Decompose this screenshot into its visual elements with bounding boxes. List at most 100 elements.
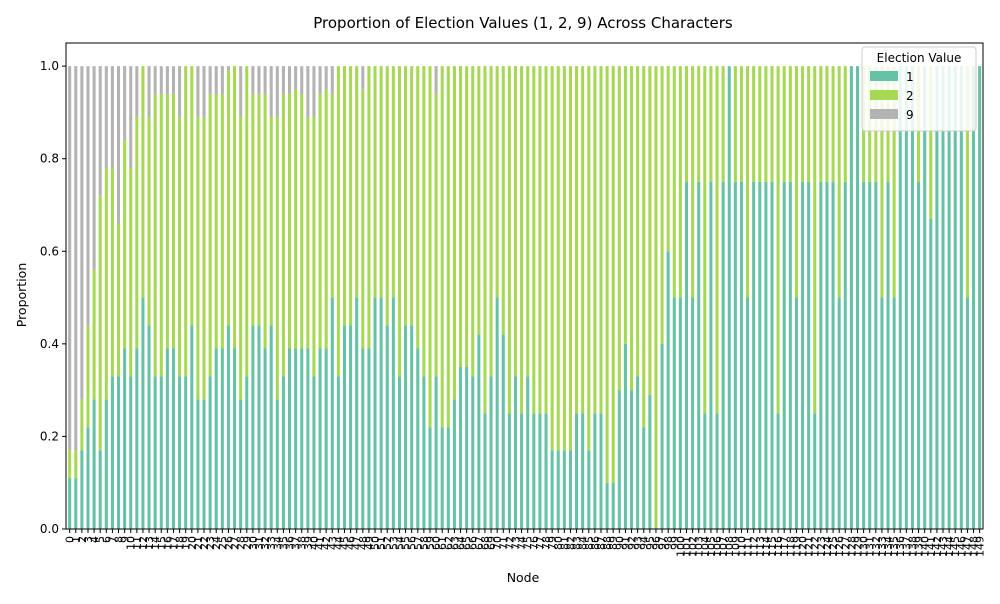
bar-node-41-value-9 — [318, 66, 322, 94]
bar-node-7-value-2 — [110, 167, 114, 377]
bar-node-58-value-2 — [422, 66, 426, 377]
bar-node-137-value-1 — [904, 66, 908, 530]
x-tick-label: 102 — [687, 536, 700, 557]
bar-node-15-value-9 — [159, 66, 163, 94]
bar-node-132-value-1 — [874, 181, 878, 529]
bar-node-26-value-9 — [226, 66, 230, 71]
bar-node-106-value-1 — [715, 413, 719, 529]
bar-node-112-value-2 — [752, 66, 756, 182]
bar-node-71-value-1 — [501, 334, 505, 529]
x-tick-label: 81 — [558, 536, 571, 550]
chart-title: Proportion of Election Values (1, 2, 9) … — [313, 14, 733, 32]
bar-node-3-value-1 — [86, 427, 90, 529]
x-tick-label: 7 — [106, 536, 119, 543]
x-tick-label: 88 — [601, 536, 614, 550]
x-tick-label: 62 — [442, 536, 455, 550]
x-tick-label: 45 — [338, 536, 351, 550]
bar-node-6-value-1 — [104, 399, 108, 529]
bar-node-127-value-1 — [843, 181, 847, 529]
bar-node-49-value-1 — [367, 348, 371, 529]
x-tick-label: 13 — [143, 536, 156, 550]
bar-node-90-value-2 — [617, 66, 621, 391]
bar-node-13-value-2 — [147, 117, 151, 326]
x-tick-label: 11 — [131, 536, 144, 550]
bar-node-112-value-1 — [752, 181, 756, 529]
bar-node-122-value-2 — [813, 66, 817, 414]
bar-node-113-value-2 — [758, 66, 762, 182]
bar-node-125-value-2 — [831, 66, 835, 182]
bar-node-103-value-2 — [697, 66, 701, 182]
bar-node-18-value-2 — [178, 117, 182, 377]
x-tick-label: 83 — [571, 536, 584, 550]
x-tick-label: 3 — [82, 536, 95, 543]
bar-node-75-value-2 — [526, 66, 530, 377]
bar-node-43-value-9 — [330, 66, 334, 94]
bar-node-88-value-2 — [605, 66, 609, 483]
x-tick-label: 43 — [326, 536, 339, 550]
x-tick-label: 115 — [766, 536, 779, 557]
x-tick-label: 143 — [937, 536, 950, 557]
bar-node-0-value-1 — [68, 478, 72, 529]
bar-node-57-value-2 — [416, 66, 420, 349]
x-tick-label: 0 — [64, 536, 77, 543]
bar-node-36-value-1 — [287, 348, 292, 529]
x-tick-label: 58 — [418, 536, 431, 550]
x-tick-label: 61 — [436, 536, 449, 550]
y-axis: 0.0 0.2 0.4 0.6 0.8 1.0 — [40, 59, 66, 536]
x-tick-label: 12 — [137, 536, 150, 550]
x-tick-label: 29 — [241, 536, 254, 550]
bar-node-29-value-1 — [245, 376, 249, 529]
x-tick-label: 120 — [797, 536, 810, 557]
bar-node-92-value-2 — [630, 66, 634, 391]
bar-node-1-value-9 — [74, 66, 78, 451]
bar-node-111-value-2 — [746, 66, 750, 298]
bar-node-101-value-2 — [684, 66, 689, 182]
bar-node-63-value-2 — [452, 66, 456, 400]
bar-node-81-value-1 — [562, 450, 566, 529]
bar-node-98-value-2 — [666, 66, 670, 252]
bar-node-62-value-2 — [446, 66, 450, 428]
x-tick-label: 19 — [180, 536, 193, 550]
bar-node-19-value-2 — [184, 66, 188, 377]
bar-node-37-value-1 — [294, 348, 298, 529]
x-tick-label: 33 — [265, 536, 278, 550]
x-tick-label: 56 — [406, 536, 419, 550]
x-axis: 0123456789101112131415161718192021222324… — [64, 529, 987, 557]
bar-node-35-value-9 — [281, 66, 285, 94]
bar-node-23-value-1 — [208, 376, 212, 529]
x-tick-label: 127 — [839, 536, 852, 557]
x-tick-label: 140 — [919, 536, 932, 557]
bar-node-119-value-2 — [794, 66, 798, 298]
y-tick-label: 1.0 — [40, 59, 59, 73]
bar-node-85-value-1 — [587, 450, 591, 529]
bar-node-28-value-9 — [239, 66, 243, 118]
bar-node-91-value-2 — [623, 66, 627, 344]
bar-node-60-value-2 — [434, 93, 438, 377]
bar-node-93-value-1 — [636, 376, 640, 529]
legend-label-2: 2 — [906, 89, 914, 103]
bar-node-35-value-2 — [281, 93, 285, 377]
bar-node-24-value-1 — [214, 348, 218, 529]
x-tick-label: 113 — [754, 536, 767, 557]
bar-node-69-value-1 — [489, 376, 493, 529]
bar-node-21-value-9 — [196, 66, 200, 118]
x-tick-label: 34 — [271, 536, 284, 550]
bar-node-131-value-1 — [868, 181, 872, 529]
x-tick-label: 101 — [680, 536, 693, 557]
bar-node-58-value-1 — [422, 376, 426, 529]
x-tick-label: 123 — [815, 536, 828, 557]
x-tick-label: 100 — [674, 536, 687, 557]
x-tick-label: 105 — [705, 536, 718, 557]
bar-node-6-value-2 — [104, 167, 108, 400]
bar-node-25-value-1 — [220, 348, 224, 529]
bar-node-86-value-1 — [593, 413, 597, 529]
x-tick-label: 133 — [876, 536, 889, 557]
bar-node-52-value-2 — [385, 66, 389, 326]
bar-node-102-value-1 — [691, 297, 695, 529]
bar-node-93-value-2 — [636, 66, 640, 377]
bar-node-15-value-1 — [159, 376, 163, 529]
bar-node-40-value-9 — [312, 66, 316, 118]
bar-node-63-value-1 — [452, 399, 456, 529]
bar-node-41-value-2 — [318, 93, 322, 349]
bar-node-97-value-2 — [660, 66, 664, 344]
